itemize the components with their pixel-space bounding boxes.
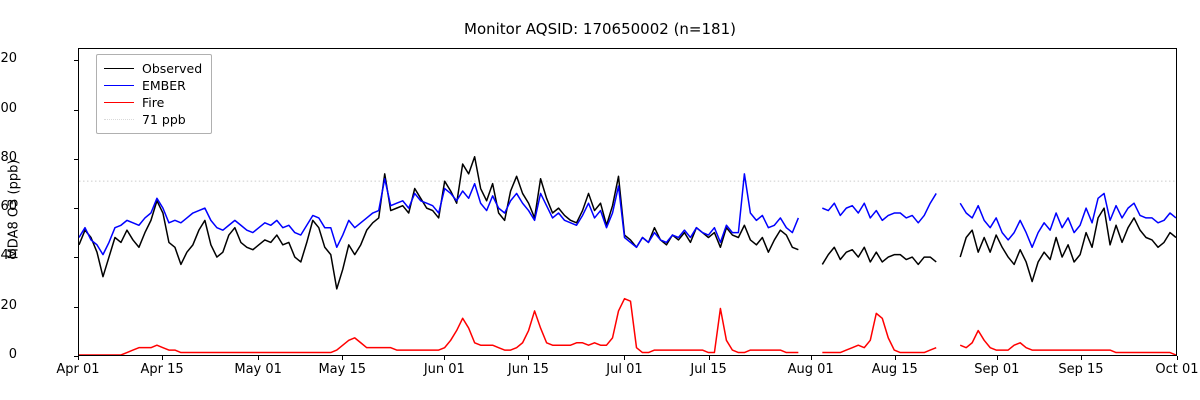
- series-line-fire: [822, 313, 936, 352]
- x-tick-mark: [624, 356, 626, 360]
- series-line-fire: [960, 331, 1176, 355]
- x-tick-mark: [78, 356, 79, 360]
- y-tick-mark: [74, 109, 78, 111]
- y-tick-label: 120: [0, 51, 17, 67]
- y-tick-mark: [74, 158, 78, 160]
- x-tick-mark: [528, 356, 530, 360]
- y-tick-mark: [74, 356, 78, 357]
- y-tick-mark: [74, 60, 78, 62]
- series-line-observed: [79, 157, 798, 289]
- x-tick-mark: [444, 356, 446, 360]
- series-line-observed: [960, 208, 1176, 281]
- x-tick-mark: [996, 356, 998, 360]
- plot-area: [78, 48, 1177, 356]
- x-tick-mark: [162, 356, 164, 360]
- x-tick-label: Aug 15: [871, 362, 918, 377]
- y-tick-mark: [74, 208, 78, 210]
- x-tick-label: Jun 15: [507, 362, 549, 377]
- x-tick-label: Jun 01: [423, 362, 465, 377]
- x-tick-label: Apr 15: [140, 362, 184, 377]
- legend-label: Observed: [142, 61, 203, 76]
- series-canvas: [79, 49, 1176, 355]
- x-tick-mark: [894, 356, 896, 360]
- y-tick-mark: [74, 257, 78, 259]
- series-line-fire: [79, 299, 798, 355]
- x-tick-mark: [258, 356, 260, 360]
- x-tick-label: Jul 01: [606, 362, 643, 377]
- y-tick-label: 80: [0, 149, 17, 165]
- x-tick-label: Apr 01: [56, 362, 100, 377]
- legend-swatch-71-ppb: [104, 119, 134, 120]
- x-tick-label: Oct 01: [1155, 362, 1199, 377]
- x-tick-label: Sep 01: [974, 362, 1020, 377]
- y-tick-label: 0: [8, 347, 17, 362]
- series-line-ember: [960, 193, 1176, 247]
- legend-swatch-fire: [104, 102, 134, 103]
- y-tick-label: 40: [0, 248, 17, 264]
- series-line-ember: [822, 193, 936, 222]
- y-tick-mark: [74, 306, 78, 308]
- x-tick-mark: [342, 356, 344, 360]
- x-tick-label: Jul 15: [690, 362, 727, 377]
- series-line-observed: [822, 247, 936, 264]
- y-tick-label: 20: [0, 297, 17, 313]
- y-tick-label: 60: [0, 199, 17, 215]
- legend-swatch-ember: [104, 85, 134, 86]
- legend-label: 71 ppb: [142, 112, 186, 127]
- legend-label: EMBER: [142, 78, 186, 93]
- legend-swatch-observed: [104, 68, 134, 69]
- x-tick-mark: [1177, 356, 1178, 360]
- x-tick-label: May 15: [318, 362, 367, 377]
- series-line-ember: [79, 174, 798, 255]
- x-tick-mark: [1080, 356, 1082, 360]
- x-tick-label: May 01: [234, 362, 282, 377]
- legend-item[interactable]: Observed: [104, 60, 202, 77]
- x-tick-mark: [708, 356, 710, 360]
- y-tick-label: 100: [0, 100, 17, 116]
- x-tick-mark: [810, 356, 812, 360]
- x-tick-label: Aug 01: [787, 362, 834, 377]
- legend-item[interactable]: Fire: [104, 94, 202, 111]
- legend-label: Fire: [142, 95, 165, 110]
- x-tick-label: Sep 15: [1058, 362, 1104, 377]
- chart-legend: Observed EMBER Fire 71 ppb: [96, 54, 213, 134]
- chart-title: Monitor AQSID: 170650002 (n=181): [464, 20, 736, 38]
- legend-item[interactable]: 71 ppb: [104, 111, 202, 128]
- legend-item[interactable]: EMBER: [104, 77, 202, 94]
